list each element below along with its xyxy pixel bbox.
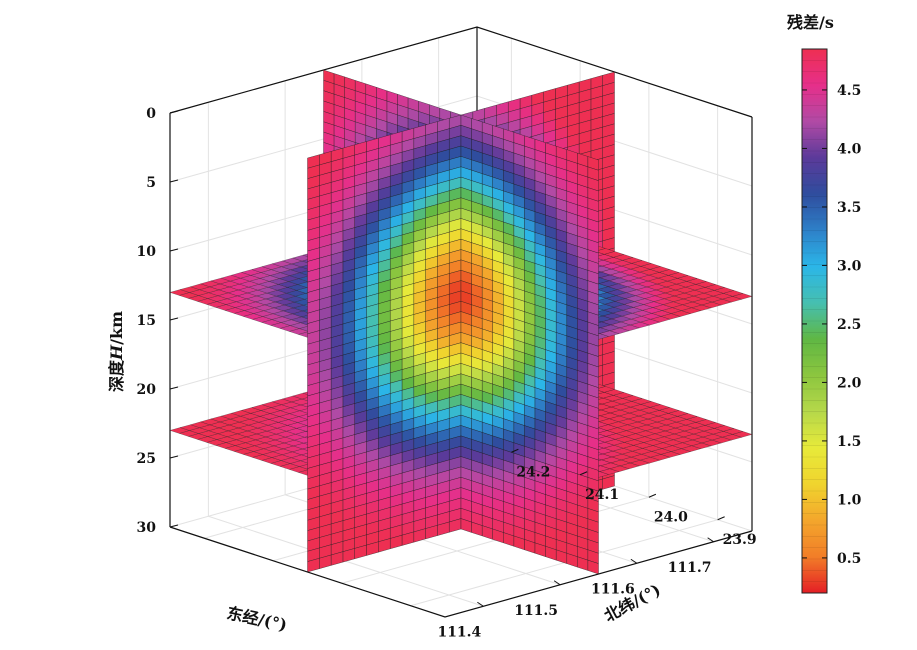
longitude-tick-label: 111.5	[514, 603, 558, 619]
latitude-tick-labels: 23.9 24.0 24.1 24.2	[511, 448, 757, 548]
colorbar-tick-label: 2.0	[837, 375, 862, 391]
depth-tick-label: 30	[137, 520, 157, 536]
depth-axis-label: 深度H/km	[107, 311, 126, 392]
colorbar-tick-label: 3.5	[837, 200, 861, 216]
latitude-tick-label: 24.2	[516, 464, 550, 480]
latitude-tick-mark	[717, 516, 725, 521]
slice-surfaces	[169, 69, 753, 575]
longitude-tick-mark	[630, 558, 638, 564]
latitude-tick-label: 24.1	[585, 487, 619, 503]
latitude-tick-label: 24.0	[654, 509, 688, 525]
colorbar-tick-label: 1.0	[837, 492, 862, 508]
longitude-tick-mark	[553, 580, 561, 586]
depth-tick-mark	[169, 455, 179, 459]
depth-tick-label: 15	[137, 313, 156, 329]
latitude-tick-label: 23.9	[723, 532, 757, 548]
depth-tick-mark	[169, 179, 179, 183]
colorbar-strip	[801, 48, 828, 594]
colorbar-tick-label: 4.5	[837, 83, 861, 99]
longitude-tick-mark	[477, 601, 484, 607]
depth-tick-labels: 0 5 10 15 20 25 30	[137, 106, 179, 536]
colorbar-tick-label: 1.5	[837, 434, 861, 450]
depth-tick-label: 25	[137, 451, 156, 467]
colorbar-tick-label: 3.0	[837, 258, 862, 274]
depth-tick-label: 0	[146, 106, 156, 122]
longitude-tick-labels: 111.4 111.5 111.6 111.7	[437, 537, 714, 640]
longitude-tick-label: 111.6	[591, 581, 635, 597]
depth-tick-label: 20	[137, 382, 157, 398]
axis-box-edges	[169, 526, 753, 618]
colorbar-tick-label: 4.0	[837, 141, 862, 157]
longitude-tick-label: 111.7	[668, 560, 712, 576]
colorbar-title: 残差/s	[787, 13, 834, 32]
depth-tick-mark	[169, 524, 179, 528]
depth-tick-mark	[169, 248, 179, 252]
box-front-bottom-edge	[169, 526, 753, 618]
depth-tick-label: 5	[146, 175, 156, 191]
longitude-tick-label: 111.4	[437, 624, 481, 640]
longitude-tick-mark	[707, 537, 714, 543]
depth-tick-label: 10	[137, 244, 157, 260]
latitude-tick-mark	[511, 448, 519, 453]
latitude-tick-mark	[648, 493, 657, 498]
colorbar-ticks: 0.5 1.0 1.5 2.0 2.5 3.0 3.5 4.0 4.5	[802, 60, 862, 582]
colorbar-tick-label: 2.5	[837, 317, 861, 333]
depth-tick-mark	[169, 317, 179, 321]
colorbar: 残差/s 0.5 1.0 1.5 2.0 2.5 3.0 3.5 4.0 4.5	[787, 13, 862, 594]
depth-tick-mark	[169, 110, 179, 114]
latitude-tick-mark	[579, 471, 588, 476]
colorbar-tick-label: 0.5	[837, 551, 861, 567]
depth-tick-mark	[169, 386, 179, 390]
